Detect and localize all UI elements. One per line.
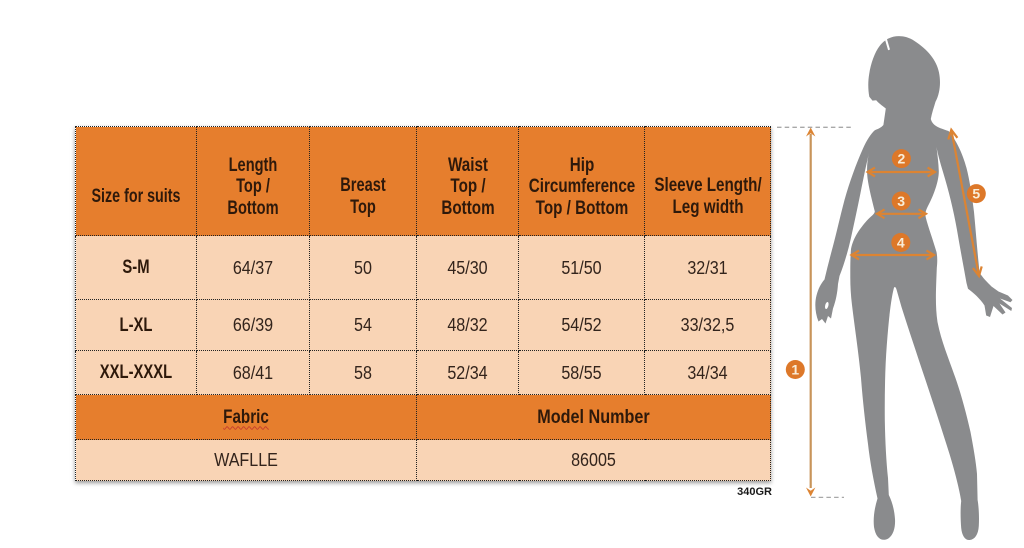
- svg-text:5: 5: [972, 186, 980, 202]
- svg-text:3: 3: [897, 193, 905, 209]
- svg-text:1: 1: [791, 362, 799, 378]
- svg-text:2: 2: [898, 151, 906, 167]
- svg-text:4: 4: [897, 235, 905, 251]
